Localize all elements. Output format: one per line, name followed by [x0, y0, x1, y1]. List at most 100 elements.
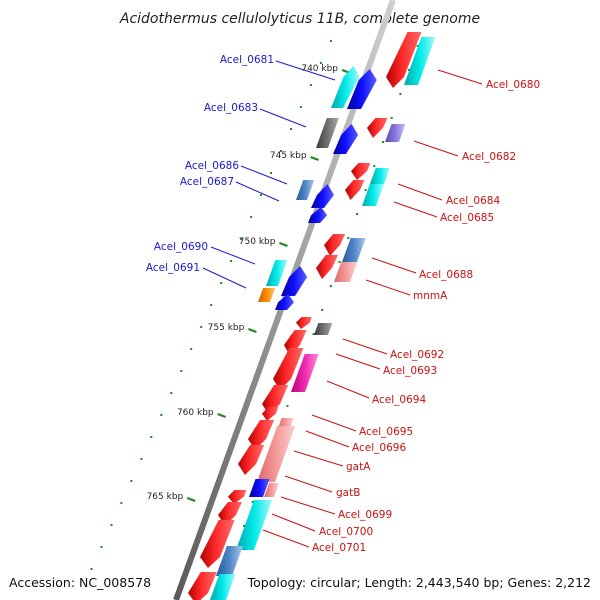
minor-tick: [250, 216, 253, 218]
leader-line: [280, 496, 336, 515]
minor-tick: [210, 304, 213, 306]
minor-tick: [180, 370, 183, 372]
minor-tick: [408, 69, 410, 71]
minor-tick: [120, 502, 123, 504]
minor-tick: [290, 128, 292, 130]
minor-tick: [286, 405, 289, 407]
gene-label: gatA: [346, 461, 371, 473]
leader-line: [413, 140, 459, 157]
minor-tick: [200, 326, 203, 328]
minor-tick: [280, 150, 282, 152]
gene-arrow: [238, 445, 265, 475]
gene-feature: [362, 184, 384, 206]
leader-line: [371, 257, 417, 274]
gene-label: Acel_0694: [372, 394, 426, 406]
minor-tick: [321, 309, 324, 311]
minor-tick: [170, 392, 173, 394]
gene-feature: [257, 426, 296, 482]
gene-label: Acel_0695: [359, 426, 413, 438]
minor-tick: [399, 93, 402, 95]
gene-feature: [236, 500, 273, 550]
gene-feature: [314, 323, 333, 335]
gene-arrow: [386, 32, 422, 88]
gene-feature: [296, 180, 315, 200]
leader-line: [259, 108, 307, 128]
leader-line: [262, 529, 310, 548]
gene-arrow: [273, 348, 304, 390]
gene-label: Acel_0692: [390, 349, 444, 361]
tick-label: 755 kbp: [208, 323, 245, 333]
gene-feature: [216, 546, 243, 576]
gene-feature: [316, 118, 339, 148]
gene-feature: [210, 574, 236, 600]
gene-features: [188, 32, 436, 600]
gene-labels: Acel_0681 Acel_0683 Acel_0686 Acel_0687 Acel…: [146, 54, 540, 554]
leader-line: [335, 353, 381, 370]
minor-tick: [90, 568, 93, 570]
minor-tick: [100, 546, 103, 548]
gene-feature: [291, 354, 319, 392]
leader-line: [235, 181, 280, 202]
leader-line: [202, 267, 247, 289]
scale-ticks: 740 kbp 745 kbp 750 kbp 755 kbp 760 kbp 765 k…: [147, 64, 351, 503]
tick-label: 765 kbp: [147, 492, 184, 502]
gene-arrow: [324, 234, 346, 256]
gene-label: Acel_0701: [312, 542, 366, 554]
minor-tick: [356, 213, 358, 215]
minor-tick: [373, 165, 376, 167]
minor-tick: [338, 261, 341, 263]
minor-tick: [270, 172, 272, 174]
gene-label: Acel_0686: [185, 160, 239, 172]
major-tick: [310, 155, 319, 162]
minor-tick: [390, 117, 393, 119]
leader-line: [275, 60, 336, 81]
tick-label: 750 kbp: [239, 237, 276, 247]
minor-tick: [312, 333, 315, 335]
gene-label: Acel_0699: [338, 509, 392, 521]
minor-tick: [140, 458, 143, 460]
gene-arrow: [275, 294, 295, 310]
leader-line: [311, 414, 357, 432]
major-tick: [217, 412, 227, 419]
tick-label: 745 kbp: [270, 151, 307, 161]
tick-label: 760 kbp: [177, 408, 214, 418]
map-title: Acidothermus cellulolyticus 11B, complet…: [119, 11, 480, 27]
gene-feature: [404, 37, 436, 85]
gene-label: Acel_0681: [220, 54, 274, 66]
minor-tick: [329, 40, 332, 42]
gene-arrow: [296, 317, 312, 329]
gene-arrow: [281, 266, 308, 296]
leader-line: [240, 165, 288, 185]
minor-tick: [364, 189, 367, 191]
gene-label: Acel_0682: [462, 151, 516, 163]
gene-feature: [342, 238, 366, 262]
accession-text: Accession: NC_008578: [9, 575, 151, 590]
gene-arrow: [262, 407, 279, 421]
gene-label: Acel_0683: [204, 102, 258, 114]
minor-tick: [240, 238, 243, 240]
gene-feature: [258, 288, 276, 302]
gene-arrow: [345, 180, 365, 200]
leader-line: [293, 450, 344, 467]
gene-feature: [278, 418, 294, 428]
gene-label: Acel_0700: [319, 526, 373, 538]
gene-feature: [266, 260, 288, 286]
leader-line: [210, 246, 256, 265]
gene-label: gatB: [336, 487, 360, 499]
leader-line: [393, 201, 438, 218]
gene-label: Acel_0688: [419, 269, 473, 281]
gene-arrow: [333, 124, 359, 154]
minor-tick: [160, 414, 163, 416]
leader-line: [305, 430, 350, 448]
minor-tick: [190, 348, 193, 350]
gene-label: Acel_0696: [352, 442, 406, 454]
gene-arrow: [347, 69, 377, 109]
minor-tick: [347, 237, 350, 239]
gene-label: Acel_0684: [446, 195, 500, 207]
leader-line: [284, 475, 333, 493]
minor-tick: [416, 45, 419, 47]
gene-arrow: [316, 255, 338, 279]
major-tick: [186, 496, 196, 503]
minor-tick: [319, 62, 322, 64]
